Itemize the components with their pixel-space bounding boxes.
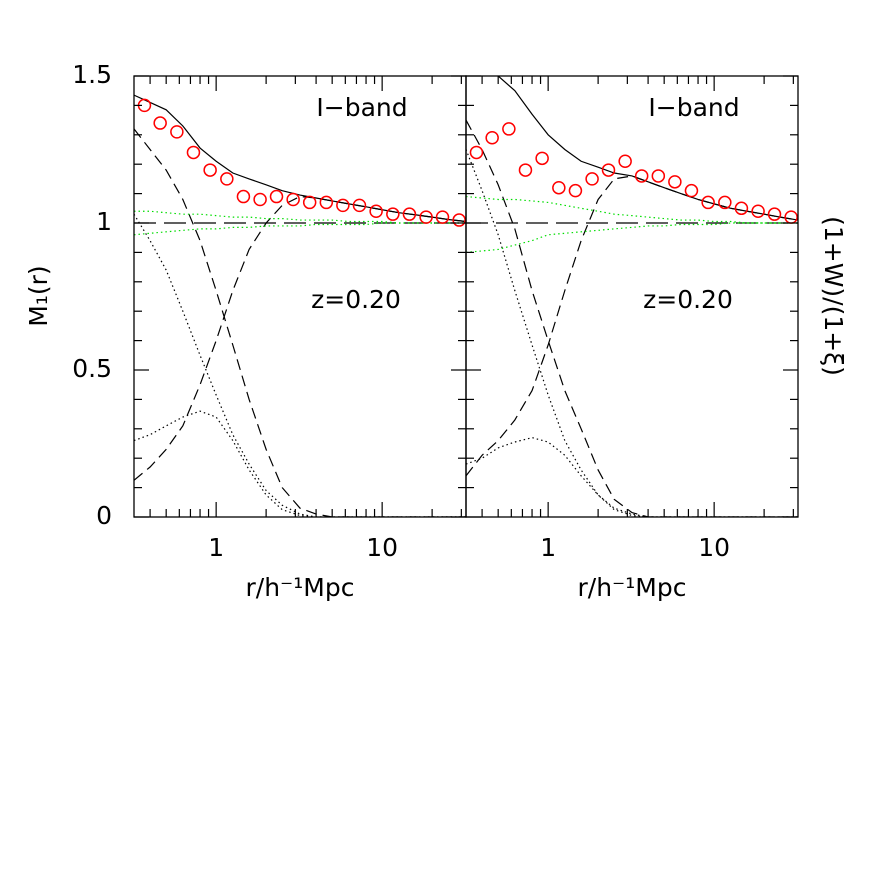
curve [466, 119, 798, 517]
data-point [701, 195, 715, 210]
data-point [684, 183, 699, 198]
data-point [651, 169, 666, 183]
y-tick-label: 0 [96, 501, 112, 530]
data-point [236, 189, 251, 204]
data-point [668, 175, 682, 189]
data-point [220, 172, 234, 186]
curve [134, 222, 466, 236]
curve [466, 195, 798, 224]
x-tick-label: 10 [698, 533, 730, 562]
data-point [386, 207, 400, 221]
data-point [452, 213, 466, 227]
x-tick-label: 1 [208, 533, 224, 562]
data-point [319, 195, 334, 210]
x-axis-label: r/h⁻¹Mpc [246, 573, 355, 602]
curve [134, 195, 466, 481]
annotation: z=0.20 [311, 285, 401, 314]
frame [465, 75, 799, 518]
data-point [402, 207, 417, 221]
data-point [369, 204, 383, 218]
y-tick-label: 1.5 [72, 60, 112, 89]
curve [466, 436, 798, 517]
data-point [485, 130, 499, 145]
y-tick-label: 0.5 [72, 354, 112, 383]
data-point [601, 163, 616, 177]
data-point [718, 195, 732, 210]
data-point [634, 169, 649, 183]
data-point [618, 154, 632, 169]
data-point [302, 195, 317, 210]
data-point [751, 204, 765, 218]
data-point [535, 151, 549, 166]
annotation: z=0.20 [643, 285, 733, 314]
data-point [734, 201, 749, 216]
curve [134, 210, 466, 224]
plot-area [466, 76, 798, 517]
curve [466, 222, 798, 253]
data-point [153, 116, 167, 130]
annotation: I−band [316, 93, 407, 122]
x-tick-label: 1 [540, 533, 556, 562]
curve [134, 128, 466, 517]
data-point [568, 183, 583, 198]
y-tick-label: 1 [96, 207, 112, 236]
data-point [170, 125, 184, 139]
data-point [585, 172, 599, 186]
y2-axis-label: (1+W)/(1+ξ) [819, 216, 848, 376]
data-point [269, 189, 284, 204]
data-point [419, 210, 433, 224]
x-tick-label: 10 [366, 533, 398, 562]
data-point [186, 145, 201, 160]
data-point [203, 163, 217, 177]
data-point [253, 192, 267, 207]
data-point [336, 198, 350, 213]
data-point [435, 210, 450, 224]
y-axis-label: M₁(r) [24, 265, 53, 326]
x-axis-label: r/h⁻¹Mpc [578, 573, 687, 602]
data-point [469, 145, 484, 160]
data-point [286, 192, 300, 207]
data-point [502, 122, 516, 136]
data-point [352, 198, 367, 213]
annotation: I−band [648, 93, 739, 122]
data-point [767, 207, 782, 221]
curve [497, 76, 798, 221]
curve [466, 175, 798, 477]
data-point [552, 180, 566, 195]
plot-area [134, 94, 466, 517]
data-point [518, 163, 533, 177]
